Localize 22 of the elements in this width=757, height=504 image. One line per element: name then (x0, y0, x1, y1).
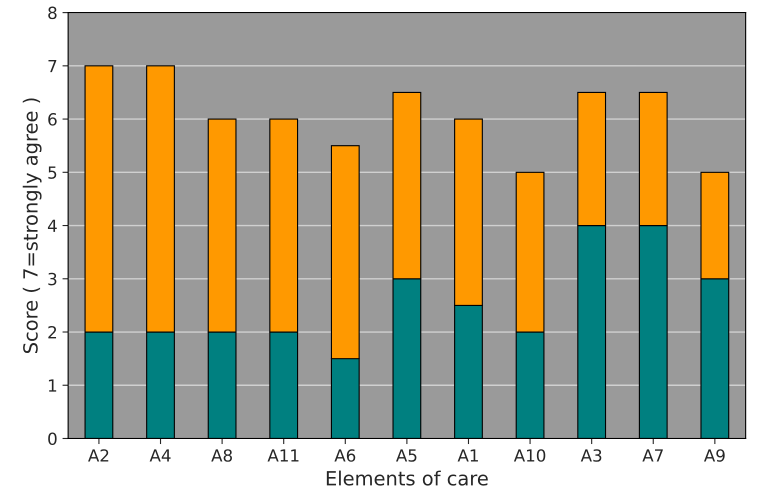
y-axis-title: Score ( 7=strongly agree ) (22, 98, 42, 354)
x-tick-label: A11 (268, 449, 298, 462)
x-tick-label: A2 (88, 449, 108, 462)
y-tick-label: 1 (48, 379, 56, 392)
y-tick-label: 7 (48, 60, 56, 72)
x-tick-label: A8 (211, 449, 232, 462)
y-tick-label: 2 (48, 326, 56, 338)
x-tick-label: A6 (334, 449, 356, 462)
x-tick-label: A1 (458, 449, 478, 462)
x-tick-label: A9 (704, 449, 725, 462)
y-tick-label: 6 (48, 113, 57, 126)
y-tick-label: 4 (48, 220, 57, 232)
x-tick-label: A5 (396, 449, 416, 462)
y-tick-label: 5 (48, 166, 56, 179)
x-tick-label: A10 (514, 449, 546, 462)
x-axis-title: Elements of care (326, 470, 488, 486)
y-tick-label: 3 (48, 272, 56, 286)
y-tick-label: 0 (48, 432, 57, 446)
y-tick-label: 8 (48, 6, 57, 20)
x-tick-label: A3 (580, 449, 602, 462)
x-tick-label: A4 (150, 449, 171, 462)
x-tick-label: A7 (642, 449, 663, 462)
